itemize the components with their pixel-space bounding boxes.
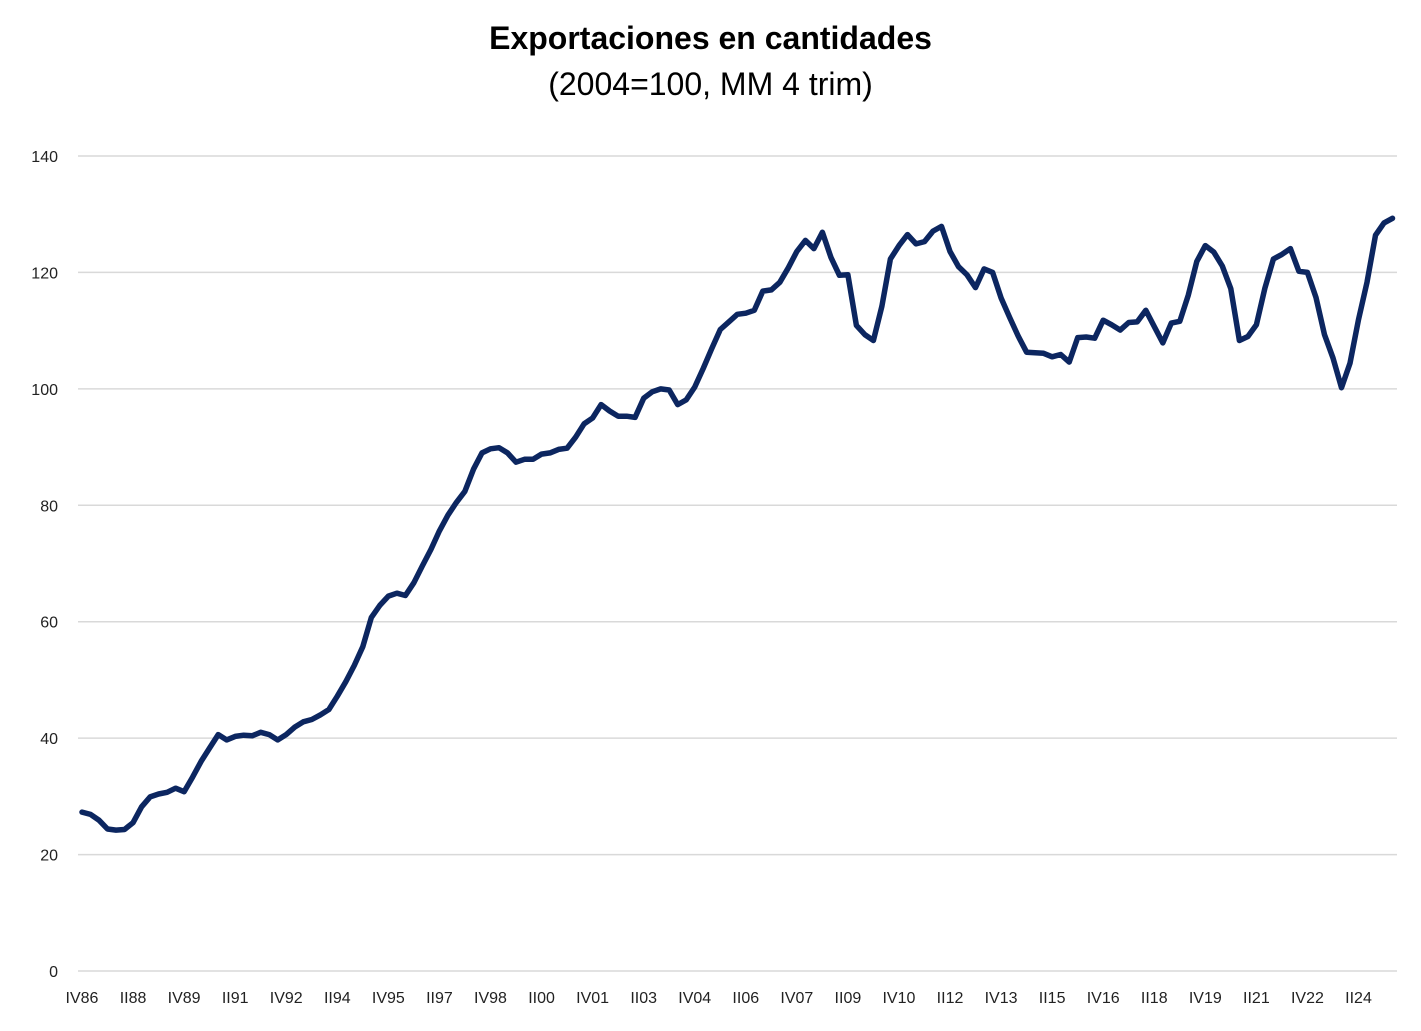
x-tick-label: II09 [835,990,862,1007]
chart-subtitle: (2004=100, MM 4 trim) [548,66,873,102]
x-tick-label: II06 [732,990,759,1007]
x-tick-label: IV04 [678,990,711,1007]
x-tick-label: IV13 [985,990,1018,1007]
x-tick-label: II24 [1345,990,1372,1007]
x-tick-label: II12 [937,990,964,1007]
y-tick-label: 140 [31,149,58,166]
x-tick-label: II88 [120,990,147,1007]
x-tick-label: II18 [1141,990,1168,1007]
x-tick-label: IV16 [1087,990,1120,1007]
y-tick-label: 20 [40,848,58,865]
x-tick-label: II94 [324,990,351,1007]
x-tick-label: II15 [1039,990,1066,1007]
y-tick-label: 80 [40,498,58,515]
y-tick-label: 60 [40,615,58,632]
x-tick-label: II00 [528,990,555,1007]
x-tick-label: IV98 [474,990,507,1007]
y-tick-label: 40 [40,731,58,748]
x-tick-label: IV22 [1291,990,1324,1007]
x-tick-label: IV95 [372,990,405,1007]
x-tick-label: II21 [1243,990,1270,1007]
x-tick-label: II03 [630,990,657,1007]
y-tick-label: 0 [49,964,58,981]
x-tick-label: IV10 [882,990,915,1007]
y-tick-label: 100 [31,382,58,399]
chart-title: Exportaciones en cantidades [489,20,932,56]
x-tick-label: IV01 [576,990,609,1007]
x-tick-label: IV89 [168,990,201,1007]
x-tick-label: IV86 [66,990,99,1007]
x-tick-label: IV07 [780,990,813,1007]
x-tick-label: II97 [426,990,453,1007]
x-tick-label: IV92 [270,990,303,1007]
x-tick-label: II91 [222,990,249,1007]
x-tick-label: IV19 [1189,990,1222,1007]
y-tick-label: 120 [31,265,58,282]
